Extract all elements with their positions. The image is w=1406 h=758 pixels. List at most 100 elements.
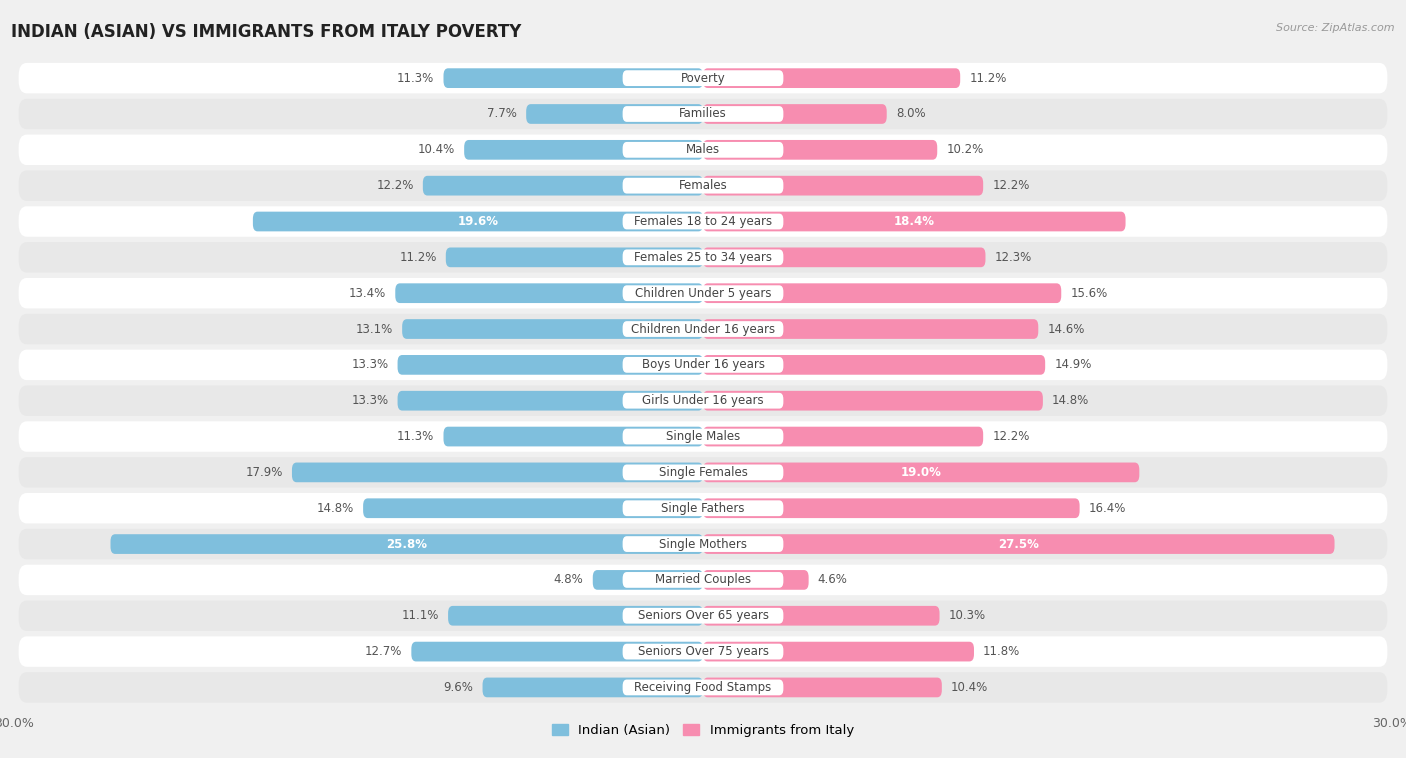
FancyBboxPatch shape — [623, 429, 783, 444]
FancyBboxPatch shape — [18, 63, 1388, 93]
FancyBboxPatch shape — [412, 642, 703, 662]
FancyBboxPatch shape — [395, 283, 703, 303]
Text: Females: Females — [679, 179, 727, 193]
FancyBboxPatch shape — [18, 421, 1388, 452]
FancyBboxPatch shape — [703, 427, 983, 446]
FancyBboxPatch shape — [623, 285, 783, 301]
FancyBboxPatch shape — [703, 319, 1038, 339]
Text: 16.4%: 16.4% — [1088, 502, 1126, 515]
Text: 13.3%: 13.3% — [352, 394, 388, 407]
FancyBboxPatch shape — [623, 249, 783, 265]
FancyBboxPatch shape — [703, 104, 887, 124]
Text: 12.7%: 12.7% — [364, 645, 402, 658]
Text: Males: Males — [686, 143, 720, 156]
FancyBboxPatch shape — [703, 211, 1126, 231]
FancyBboxPatch shape — [703, 642, 974, 662]
Text: Single Fathers: Single Fathers — [661, 502, 745, 515]
Text: Females 25 to 34 years: Females 25 to 34 years — [634, 251, 772, 264]
FancyBboxPatch shape — [623, 644, 783, 659]
FancyBboxPatch shape — [623, 572, 783, 587]
FancyBboxPatch shape — [464, 140, 703, 160]
FancyBboxPatch shape — [703, 68, 960, 88]
Text: Females 18 to 24 years: Females 18 to 24 years — [634, 215, 772, 228]
FancyBboxPatch shape — [18, 637, 1388, 667]
Text: 25.8%: 25.8% — [387, 537, 427, 550]
Text: 10.4%: 10.4% — [418, 143, 456, 156]
FancyBboxPatch shape — [703, 176, 983, 196]
FancyBboxPatch shape — [623, 142, 783, 158]
Text: 13.1%: 13.1% — [356, 323, 392, 336]
FancyBboxPatch shape — [623, 680, 783, 695]
Text: Married Couples: Married Couples — [655, 573, 751, 587]
Text: Boys Under 16 years: Boys Under 16 years — [641, 359, 765, 371]
FancyBboxPatch shape — [18, 135, 1388, 165]
FancyBboxPatch shape — [623, 214, 783, 230]
Text: 27.5%: 27.5% — [998, 537, 1039, 550]
Text: 11.2%: 11.2% — [399, 251, 437, 264]
Text: 12.2%: 12.2% — [377, 179, 413, 193]
FancyBboxPatch shape — [623, 321, 783, 337]
FancyBboxPatch shape — [703, 606, 939, 625]
Text: 14.6%: 14.6% — [1047, 323, 1085, 336]
FancyBboxPatch shape — [18, 242, 1388, 273]
FancyBboxPatch shape — [703, 534, 1334, 554]
FancyBboxPatch shape — [623, 178, 783, 193]
Text: 13.4%: 13.4% — [349, 287, 387, 299]
Text: 11.3%: 11.3% — [396, 430, 434, 443]
FancyBboxPatch shape — [703, 283, 1062, 303]
FancyBboxPatch shape — [18, 278, 1388, 309]
FancyBboxPatch shape — [703, 462, 1139, 482]
FancyBboxPatch shape — [402, 319, 703, 339]
FancyBboxPatch shape — [703, 248, 986, 268]
Text: 7.7%: 7.7% — [486, 108, 517, 121]
Text: 8.0%: 8.0% — [896, 108, 925, 121]
Text: Children Under 16 years: Children Under 16 years — [631, 323, 775, 336]
Text: 14.9%: 14.9% — [1054, 359, 1091, 371]
FancyBboxPatch shape — [703, 355, 1045, 374]
Text: 17.9%: 17.9% — [246, 466, 283, 479]
Text: Seniors Over 65 years: Seniors Over 65 years — [637, 609, 769, 622]
Text: 4.8%: 4.8% — [554, 573, 583, 587]
FancyBboxPatch shape — [443, 427, 703, 446]
FancyBboxPatch shape — [18, 493, 1388, 524]
FancyBboxPatch shape — [703, 570, 808, 590]
Text: 11.3%: 11.3% — [396, 72, 434, 85]
FancyBboxPatch shape — [18, 99, 1388, 129]
FancyBboxPatch shape — [18, 206, 1388, 236]
FancyBboxPatch shape — [18, 672, 1388, 703]
FancyBboxPatch shape — [111, 534, 703, 554]
Text: 11.2%: 11.2% — [969, 72, 1007, 85]
Text: 12.3%: 12.3% — [994, 251, 1032, 264]
FancyBboxPatch shape — [18, 457, 1388, 487]
FancyBboxPatch shape — [18, 600, 1388, 631]
FancyBboxPatch shape — [18, 386, 1388, 416]
FancyBboxPatch shape — [623, 70, 783, 86]
FancyBboxPatch shape — [623, 393, 783, 409]
Text: 11.8%: 11.8% — [983, 645, 1021, 658]
Text: 4.6%: 4.6% — [818, 573, 848, 587]
FancyBboxPatch shape — [703, 391, 1043, 411]
Text: 12.2%: 12.2% — [993, 430, 1029, 443]
FancyBboxPatch shape — [703, 498, 1080, 518]
Text: 10.3%: 10.3% — [949, 609, 986, 622]
FancyBboxPatch shape — [363, 498, 703, 518]
Text: Children Under 5 years: Children Under 5 years — [634, 287, 772, 299]
FancyBboxPatch shape — [703, 678, 942, 697]
Text: 10.4%: 10.4% — [950, 681, 988, 694]
FancyBboxPatch shape — [18, 314, 1388, 344]
Text: Girls Under 16 years: Girls Under 16 years — [643, 394, 763, 407]
Text: INDIAN (ASIAN) VS IMMIGRANTS FROM ITALY POVERTY: INDIAN (ASIAN) VS IMMIGRANTS FROM ITALY … — [11, 23, 522, 41]
Text: Source: ZipAtlas.com: Source: ZipAtlas.com — [1277, 23, 1395, 33]
Text: Poverty: Poverty — [681, 72, 725, 85]
Text: Single Mothers: Single Mothers — [659, 537, 747, 550]
FancyBboxPatch shape — [18, 529, 1388, 559]
FancyBboxPatch shape — [623, 357, 783, 373]
Text: 19.6%: 19.6% — [457, 215, 499, 228]
FancyBboxPatch shape — [623, 106, 783, 122]
Text: 14.8%: 14.8% — [1052, 394, 1090, 407]
Text: 9.6%: 9.6% — [443, 681, 474, 694]
FancyBboxPatch shape — [526, 104, 703, 124]
Text: Single Females: Single Females — [658, 466, 748, 479]
Text: Single Males: Single Males — [666, 430, 740, 443]
FancyBboxPatch shape — [18, 565, 1388, 595]
